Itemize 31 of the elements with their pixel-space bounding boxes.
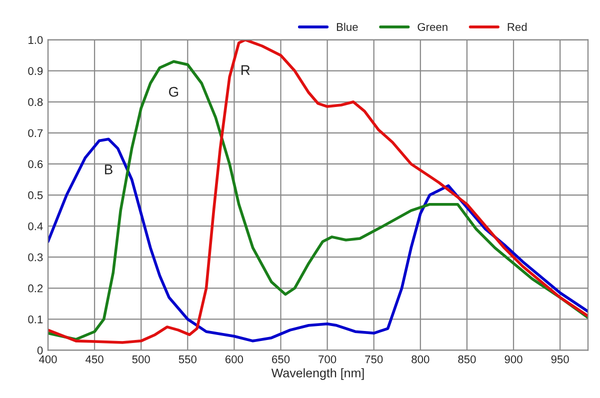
x-tick-label: 400	[38, 355, 57, 364]
annotation: B	[105, 164, 112, 174]
y-tick-label: 0	[37, 346, 43, 354]
x-tick-label: 800	[412, 355, 430, 364]
y-tick-label: 0.9	[28, 67, 43, 75]
x-tick-label: 600	[226, 355, 244, 364]
x-tick-label: 700	[318, 355, 336, 364]
x-tick-label: 550	[178, 355, 196, 364]
x-tick-label: 900	[504, 355, 522, 364]
y-tick-label: 1.0	[28, 36, 43, 44]
y-tick-label: 0.6	[28, 160, 43, 168]
y-tick-label: 0.5	[28, 191, 43, 200]
y-tick-label: 0.4	[28, 222, 43, 230]
x-tick-label: 650	[272, 355, 290, 364]
legend-label: Green	[418, 23, 448, 31]
x-tick-label: 850	[458, 355, 476, 364]
x-tick-label: 450	[86, 355, 104, 364]
legend-label: Blue	[336, 22, 358, 31]
x-tick-label: 500	[132, 355, 150, 364]
y-tick-label: 0.8	[28, 98, 43, 106]
y-tick-label: 0.7	[28, 129, 43, 138]
annotation: G	[168, 86, 178, 97]
x-tick-label: 750	[365, 355, 383, 364]
annotation: R	[242, 65, 250, 75]
legend-label: Red	[508, 22, 527, 31]
line-series	[48, 138, 588, 342]
y-tick-label: 0.3	[28, 253, 43, 262]
y-tick-label: 0.2	[28, 284, 43, 292]
x-axis-title: Wavelength [nm]	[271, 368, 364, 380]
x-tick-label: 950	[551, 355, 569, 364]
y-tick-label: 0.1	[28, 315, 43, 324]
